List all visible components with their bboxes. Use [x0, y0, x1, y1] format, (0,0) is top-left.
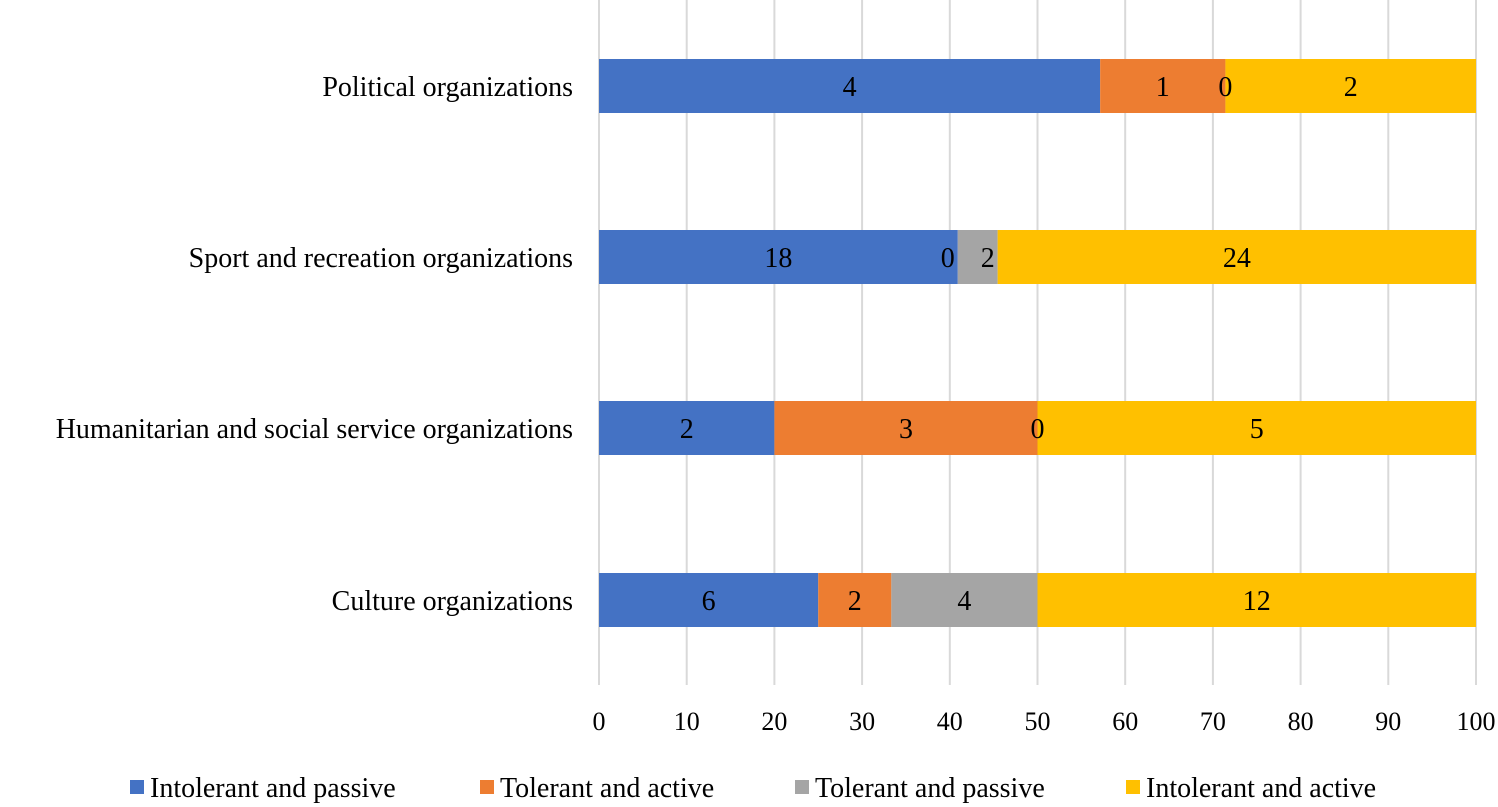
- bar-segment: [599, 230, 958, 284]
- category-labels: Political organizations Sport and recreat…: [56, 72, 573, 617]
- bars: 4 1 0 218 0 2 242 3 0 56 2 4 12: [599, 59, 1476, 627]
- legend-swatch: [795, 780, 809, 794]
- x-tick-label: 100: [1457, 707, 1496, 736]
- legend-label: Intolerant and passive: [150, 773, 396, 804]
- legend-swatch: [1126, 780, 1140, 794]
- data-label: 18: [764, 243, 792, 274]
- legend-label: Intolerant and active: [1146, 773, 1376, 804]
- x-tick-label: 40: [937, 707, 963, 736]
- x-axis-tick-labels: 0 10 20 30 40 50 60 70 80 90 100: [593, 707, 1496, 736]
- legend-label: Tolerant and passive: [815, 773, 1045, 804]
- data-label: 2: [680, 414, 694, 445]
- bar-segment: [1037, 573, 1476, 627]
- data-label: 3: [899, 414, 913, 445]
- x-tick-label: 80: [1288, 707, 1314, 736]
- bar-segment: [599, 401, 775, 455]
- data-label: 5: [1250, 414, 1264, 445]
- data-label: 2: [981, 243, 995, 274]
- bar-segment: [774, 401, 1038, 455]
- bar-segment: [891, 573, 1038, 627]
- bar-segment: [599, 59, 1101, 113]
- legend-swatch: [480, 780, 494, 794]
- data-label: 4: [957, 586, 971, 617]
- data-label: 1: [1156, 72, 1170, 103]
- category-label: Political organizations: [322, 72, 573, 103]
- bar-segment: [599, 573, 819, 627]
- category-label: Sport and recreation organizations: [189, 243, 573, 274]
- legend-label: Tolerant and active: [500, 773, 714, 804]
- bar-segment: [1225, 59, 1476, 113]
- category-label: Humanitarian and social service organiza…: [56, 414, 573, 445]
- bar-segment: [818, 573, 892, 627]
- legend: Intolerant and passive Tolerant and activ…: [130, 773, 1376, 804]
- x-tick-label: 60: [1112, 707, 1138, 736]
- data-label: 0: [1218, 72, 1232, 103]
- x-tick-label: 30: [849, 707, 875, 736]
- data-label: 2: [848, 586, 862, 617]
- x-tick-label: 20: [761, 707, 787, 736]
- bar-segment: [1100, 59, 1226, 113]
- x-tick-label: 50: [1025, 707, 1051, 736]
- data-label: 2: [1344, 72, 1358, 103]
- data-label: 0: [941, 243, 955, 274]
- x-tick-label: 10: [674, 707, 700, 736]
- bar-segment: [957, 230, 998, 284]
- data-label: 0: [1031, 414, 1045, 445]
- x-tick-label: 0: [593, 707, 606, 736]
- bar-segment: [1037, 401, 1476, 455]
- x-tick-label: 90: [1375, 707, 1401, 736]
- bar-segment: [997, 230, 1476, 284]
- legend-swatch: [130, 780, 144, 794]
- category-label: Culture organizations: [332, 586, 573, 617]
- data-label: 6: [702, 586, 716, 617]
- gridlines: [598, 0, 1477, 685]
- x-tick-label: 70: [1200, 707, 1226, 736]
- data-label: 4: [843, 72, 857, 103]
- data-label: 12: [1243, 586, 1271, 617]
- data-label: 24: [1223, 243, 1251, 274]
